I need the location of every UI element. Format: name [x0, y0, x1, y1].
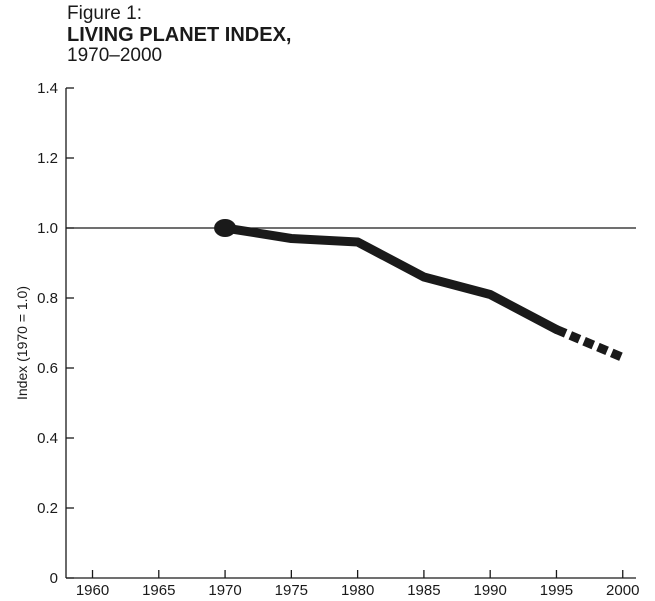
x-tick-label: 2000	[606, 582, 639, 599]
chart-axes: 0 0.2 0.4 0.6 0.8 1.0 1.2 1.4 1960 1965 1970 1975 19…	[37, 80, 639, 599]
y-axis-label: Index (1970 = 1.0)	[14, 286, 30, 400]
x-tick-label: 1960	[76, 582, 109, 599]
x-tick-label: 1965	[142, 582, 175, 599]
x-tick-label: 1995	[540, 582, 573, 599]
x-tick-label: 1975	[275, 582, 308, 599]
y-tick-label: 1.2	[37, 150, 58, 167]
series-group	[214, 219, 623, 358]
index-series-line	[225, 228, 556, 330]
y-tick-label: 0.4	[37, 430, 58, 447]
y-tick-label: 0.8	[37, 290, 58, 307]
x-tick-label: 1990	[473, 582, 506, 599]
x-tick-label: 1985	[407, 582, 440, 599]
x-tick-label: 1980	[341, 582, 374, 599]
y-tick-label: 0.6	[37, 360, 58, 377]
y-tick-label: 0.2	[37, 500, 58, 517]
y-tick-label: 1.4	[37, 80, 58, 97]
y-tick-label: 1.0	[37, 220, 58, 237]
start-marker	[214, 219, 236, 237]
y-tick-label: 0	[50, 570, 58, 587]
projected-series-line	[556, 330, 622, 358]
x-tick-label: 1970	[208, 582, 241, 599]
